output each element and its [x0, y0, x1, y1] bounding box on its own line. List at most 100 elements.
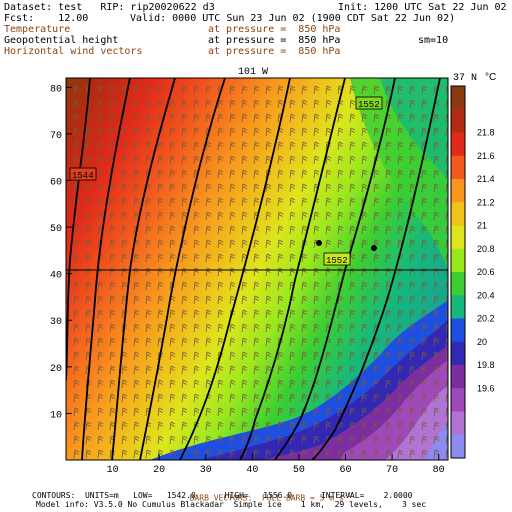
x-tick-label: 50	[293, 465, 305, 476]
wind-barb	[145, 141, 152, 151]
wind-barb	[181, 99, 188, 109]
wind-barb	[109, 407, 116, 417]
height-contour-line	[179, 78, 291, 460]
y-tick-label: 50	[50, 224, 62, 235]
wind-barb	[337, 113, 344, 123]
colorbar-level-label: 19.8	[477, 360, 495, 370]
wind-barb	[181, 127, 188, 137]
wind-barb	[241, 99, 248, 109]
colorbar-swatch	[451, 411, 465, 436]
wind-barb	[397, 365, 404, 375]
wind-barb	[253, 281, 260, 291]
y-tick-label: 30	[50, 317, 62, 328]
wind-barb	[433, 393, 440, 403]
wind-barb	[301, 85, 308, 95]
wind-barb	[181, 197, 188, 207]
wind-barb	[193, 155, 200, 165]
wind-barb	[349, 169, 356, 179]
wind-barb	[421, 169, 428, 179]
wind-barb	[97, 99, 104, 109]
wind-barb	[337, 309, 344, 319]
wind-barb	[313, 155, 320, 165]
wind-barb	[97, 407, 104, 417]
wind-barb	[97, 211, 104, 221]
wind-barb	[361, 141, 368, 151]
wind-barb	[229, 239, 236, 249]
wind-barb	[265, 393, 272, 403]
wind-barb	[421, 127, 428, 137]
wind-barb	[85, 197, 92, 207]
wind-barb	[301, 337, 308, 347]
wind-barb	[265, 435, 272, 445]
wind-barb	[277, 141, 284, 151]
colorbar-level-label: 20.8	[477, 244, 495, 254]
wind-barb	[217, 155, 224, 165]
wind-barb	[109, 393, 116, 403]
wind-barb	[193, 211, 200, 221]
wind-barb	[109, 323, 116, 333]
wind-barb	[133, 99, 140, 109]
wind-barb	[361, 393, 368, 403]
wind-barb	[313, 211, 320, 221]
colorbar-level-label: 21.6	[477, 151, 495, 161]
wind-barb	[265, 85, 272, 95]
wind-barb	[73, 281, 80, 291]
wind-barb	[433, 281, 440, 291]
wind-barb	[421, 323, 428, 333]
wind-barb	[205, 85, 212, 95]
wind-barb	[397, 393, 404, 403]
wind-barb	[241, 393, 248, 403]
wind-barb	[361, 323, 368, 333]
wind-barb	[433, 351, 440, 361]
wind-barb	[241, 323, 248, 333]
wind-barb	[145, 337, 152, 347]
field-temperature-name: Temperature	[4, 24, 71, 35]
wind-barb	[181, 85, 188, 95]
wind-barb	[349, 183, 356, 193]
wind-barb	[97, 365, 104, 375]
wind-barb	[253, 337, 260, 347]
wind-barb	[397, 113, 404, 123]
wind-barb	[73, 295, 80, 305]
y-tick-label: 20	[50, 364, 62, 375]
wind-barb	[361, 127, 368, 137]
svg-text:1552: 1552	[326, 256, 348, 266]
wind-barb	[253, 379, 260, 389]
wind-barb	[121, 225, 128, 235]
wind-barb	[109, 379, 116, 389]
wind-barb	[73, 323, 80, 333]
wind-barb	[337, 323, 344, 333]
wind-barb	[121, 421, 128, 431]
wind-barb	[157, 197, 164, 207]
wind-barb	[253, 351, 260, 361]
wind-barb	[181, 239, 188, 249]
wind-barb	[301, 155, 308, 165]
wind-barb	[397, 309, 404, 319]
wind-barb-layer	[73, 85, 448, 459]
wind-barb	[193, 127, 200, 137]
wind-barb	[97, 127, 104, 137]
wind-barb	[157, 323, 164, 333]
wind-barb	[121, 407, 128, 417]
wind-barb	[313, 99, 320, 109]
wind-barb	[205, 141, 212, 151]
wind-barb	[205, 323, 212, 333]
wind-barb	[385, 253, 392, 263]
wind-barb	[337, 169, 344, 179]
wind-barb	[133, 337, 140, 347]
wind-barb	[205, 379, 212, 389]
wind-barb	[85, 421, 92, 431]
wind-barb	[169, 183, 176, 193]
wind-barb	[85, 407, 92, 417]
wind-barb	[433, 407, 440, 417]
wind-barb	[325, 309, 332, 319]
wind-barb	[433, 113, 440, 123]
wind-barb	[241, 379, 248, 389]
wind-barb	[265, 113, 272, 123]
wind-barb	[217, 295, 224, 305]
wind-barb	[337, 141, 344, 151]
wind-barb	[325, 295, 332, 305]
wind-barb	[193, 309, 200, 319]
colorbar-swatch	[451, 179, 465, 203]
wind-barb	[265, 365, 272, 375]
